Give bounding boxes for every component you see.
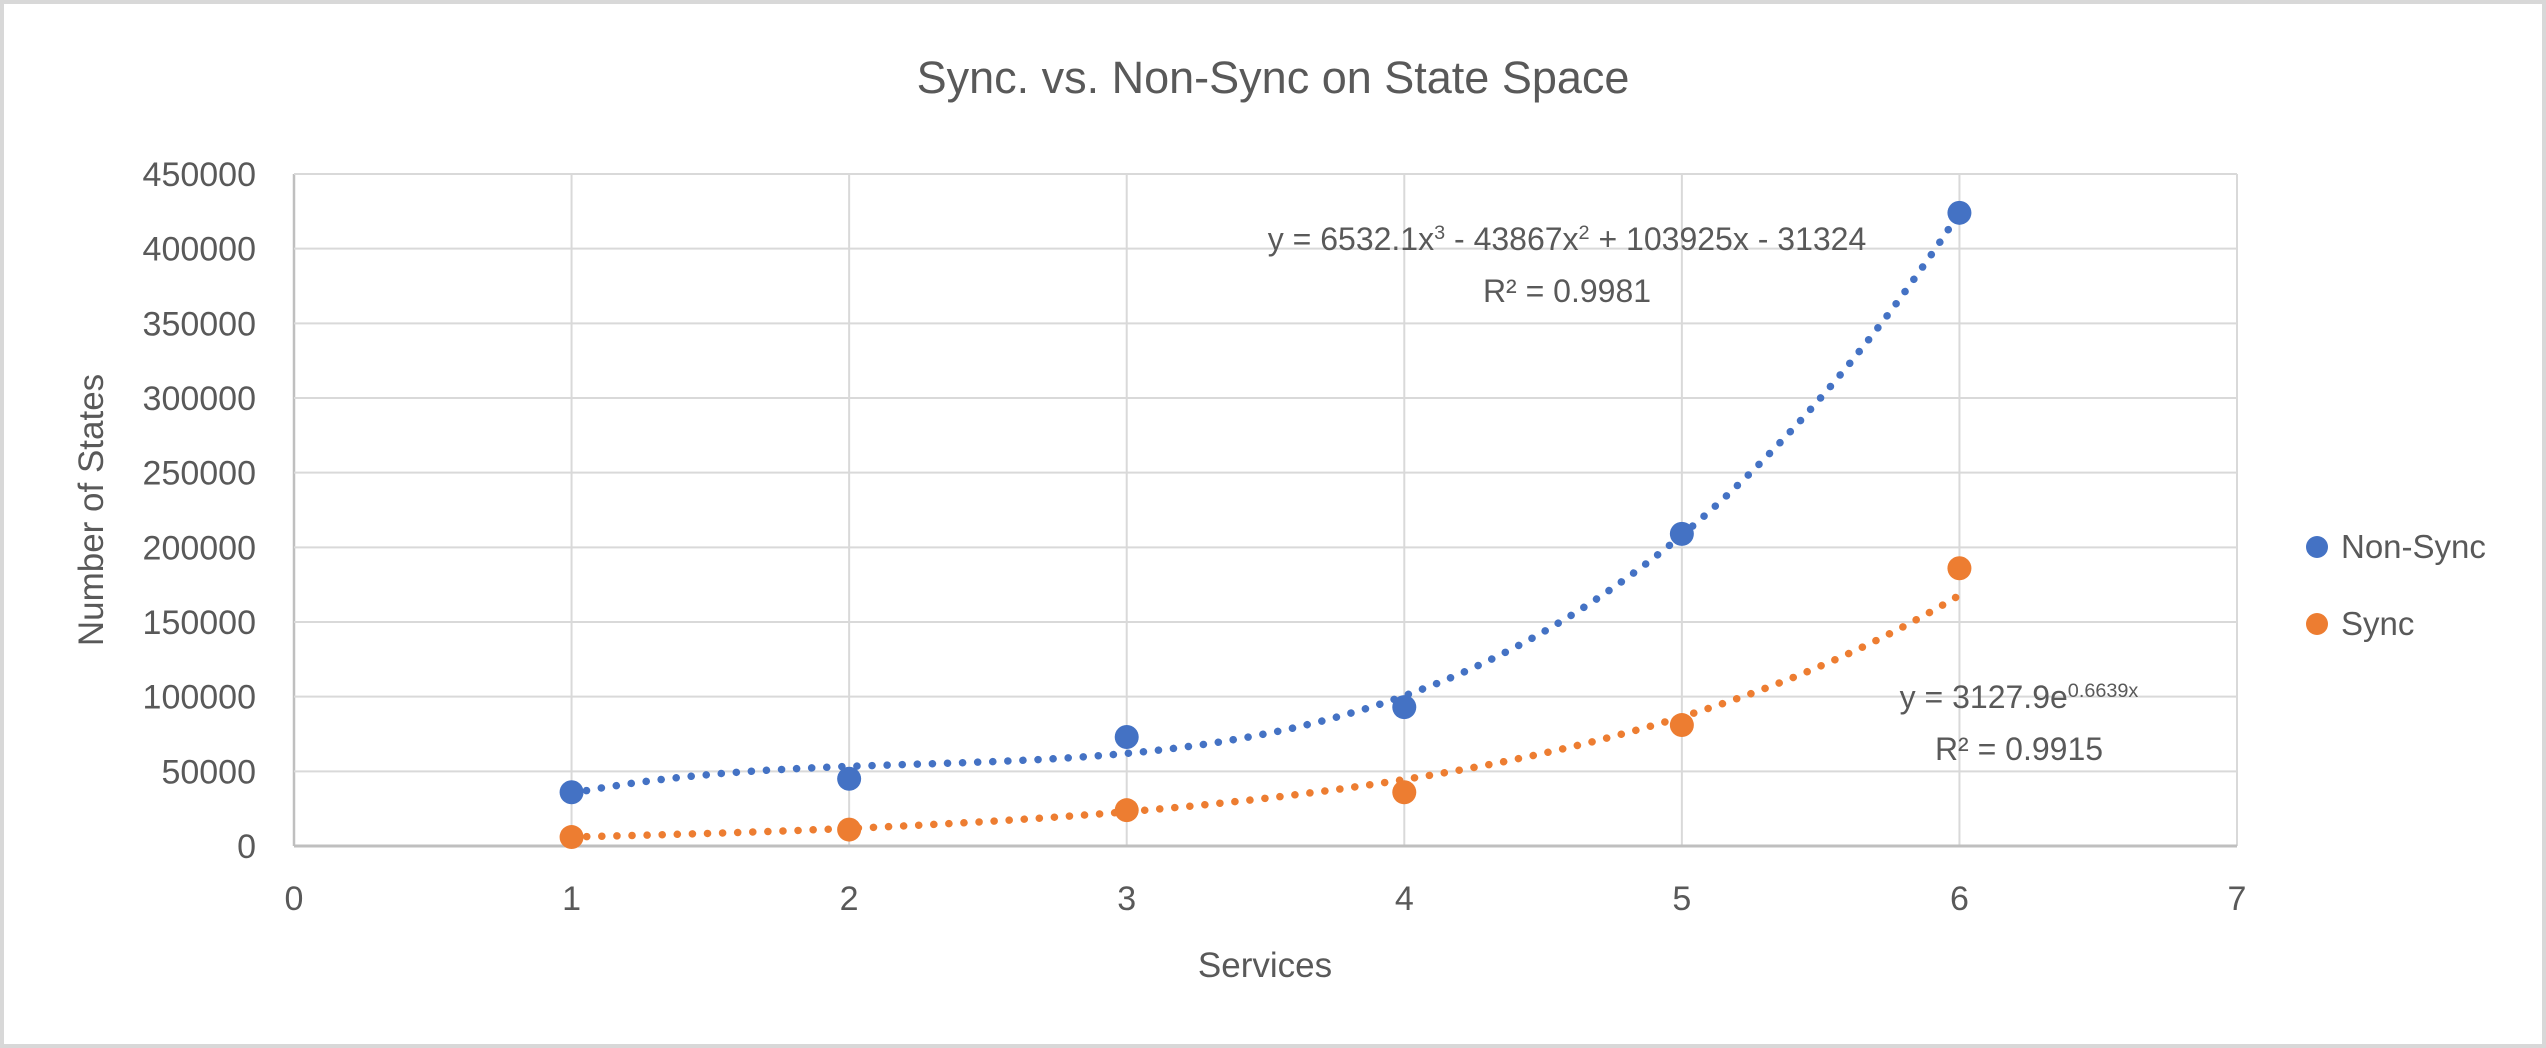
x-tick-label: 1 bbox=[562, 880, 581, 918]
equation-text: y = 6532.1x3 - 43867x2 + 103925x - 31324 bbox=[1267, 221, 1867, 257]
data-point-non-sync bbox=[837, 766, 862, 791]
data-point-non-sync bbox=[1392, 695, 1417, 720]
y-tick-label: 300000 bbox=[143, 380, 256, 418]
r-squared-text: R² = 0.9981 bbox=[1482, 273, 1652, 309]
x-tick-label: 5 bbox=[1672, 880, 1691, 918]
legend: Non-Sync Sync bbox=[2306, 523, 2486, 648]
trendline-sync bbox=[567, 591, 1964, 841]
legend-marker-sync-icon bbox=[2306, 613, 2328, 635]
y-tick-label: 350000 bbox=[143, 305, 256, 343]
trendline-equation-non-sync: y = 6532.1x3 - 43867x2 + 103925x - 31324… bbox=[1268, 216, 1867, 315]
x-tick-label: 7 bbox=[2228, 880, 2247, 918]
y-tick-label: 400000 bbox=[143, 231, 256, 269]
data-point-sync bbox=[1114, 798, 1139, 823]
x-tick-label: 2 bbox=[840, 880, 859, 918]
legend-label-non-sync: Non-Sync bbox=[2341, 528, 2486, 565]
data-point-sync bbox=[1947, 556, 1972, 581]
data-point-sync bbox=[559, 825, 584, 850]
data-point-non-sync bbox=[1669, 521, 1694, 546]
y-axis-title: Number of States bbox=[72, 373, 111, 647]
equation-text: y = 3127.9e0.6639x bbox=[1899, 679, 2139, 715]
trendline-non-sync bbox=[567, 209, 1964, 798]
y-tick-label: 200000 bbox=[143, 529, 256, 567]
legend-label-sync: Sync bbox=[2341, 605, 2415, 642]
chart-title: Sync. vs. Non-Sync on State Space bbox=[916, 52, 1630, 103]
y-tick-label: 50000 bbox=[161, 753, 256, 791]
data-point-sync bbox=[1392, 780, 1417, 805]
plot-area: 0 1 2 3 4 5 6 7 0 50000 100000 150000 200000 250000 30… bbox=[143, 156, 2247, 918]
y-tick-label: 0 bbox=[237, 828, 256, 866]
x-axis-title: Services bbox=[1197, 946, 1333, 985]
data-point-sync bbox=[837, 817, 862, 842]
x-tick-label: 6 bbox=[1950, 880, 1969, 918]
y-tick-label: 250000 bbox=[143, 455, 256, 493]
data-point-sync bbox=[1669, 713, 1694, 738]
data-point-non-sync bbox=[1947, 200, 1972, 225]
y-tick-label: 100000 bbox=[143, 679, 256, 717]
data-point-non-sync bbox=[559, 780, 584, 805]
r-squared-text: R² = 0.9915 bbox=[1934, 731, 2104, 767]
trendline-equation-sync: y = 3127.9e0.6639x R² = 0.9915 bbox=[1900, 674, 2139, 773]
x-tick-label: 0 bbox=[285, 880, 304, 918]
y-tick-label: 450000 bbox=[143, 156, 256, 194]
legend-marker-non-sync-icon bbox=[2306, 536, 2328, 558]
y-tick-label: 150000 bbox=[143, 604, 256, 642]
legend-item-sync: Sync bbox=[2306, 600, 2486, 648]
legend-item-non-sync: Non-Sync bbox=[2306, 523, 2486, 571]
data-point-non-sync bbox=[1114, 724, 1139, 749]
x-tick-label: 4 bbox=[1395, 880, 1414, 918]
x-tick-label: 3 bbox=[1117, 880, 1136, 918]
